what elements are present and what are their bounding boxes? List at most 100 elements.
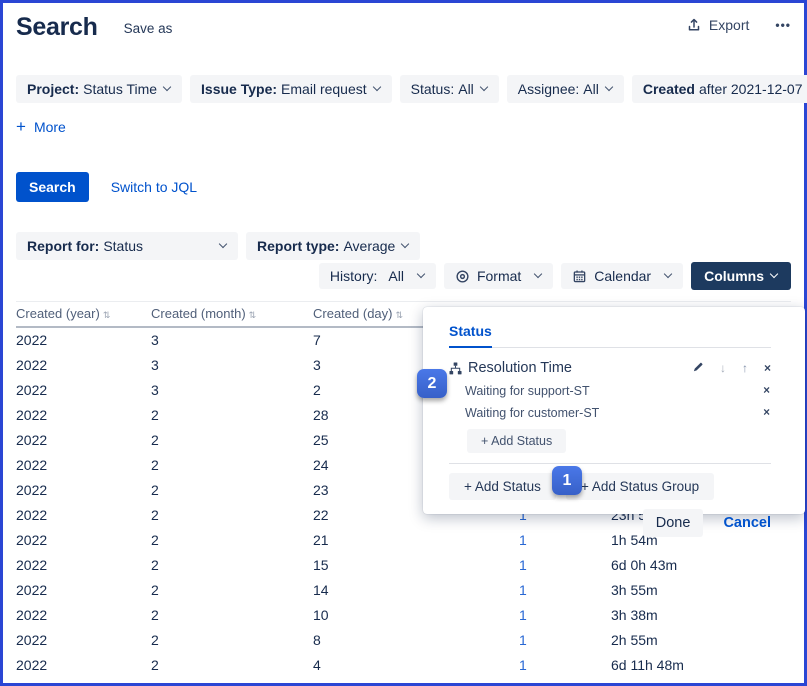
cell-issue-count-link[interactable]: 1 [519,556,527,573]
page-title: Search [16,13,98,41]
remove-status-icon[interactable]: × [763,385,770,397]
filter-status[interactable]: Status: All [399,75,499,103]
table-row: 2022 2 15 1 6d 0h 43m [16,552,791,577]
cell-created-year: 2022 [16,381,48,398]
cell-created-year: 2022 [16,606,48,623]
filter-issue-type[interactable]: Issue Type: Email request [190,75,392,103]
cell-created-month: 2 [151,531,159,548]
report-type-dropdown[interactable]: Report type: Average [246,232,421,260]
move-group-down-icon[interactable]: ↓ [719,361,726,375]
remove-group-icon[interactable]: × [763,361,771,375]
chevron-down-icon [769,269,779,279]
columns-button[interactable]: Columns [691,262,791,290]
filter-assignee[interactable]: Assignee: All [506,75,624,103]
chevron-down-icon [162,82,172,92]
header-actions: Export ••• [686,13,791,33]
cell-created-month: 2 [151,556,159,573]
filter-created[interactable]: Created after 2021-12-07 [631,75,807,103]
chevron-down-icon [416,269,426,279]
export-icon [686,17,702,33]
remove-status-icon[interactable]: × [763,407,770,419]
column-header-created-month[interactable]: Created (month) ⇅ [151,301,313,328]
chevron-down-icon [534,269,543,279]
more-filters-link[interactable]: + More [16,118,66,135]
cell-issue-count-link[interactable]: 1 [519,581,527,598]
table-row: 2022 3 7 [16,327,791,352]
table-row: 2022 2 14 1 3h 55m [16,577,791,602]
filter-assignee-value: All [583,81,599,97]
cell-issue-count-link[interactable]: 1 [519,606,527,623]
calendar-label: Calendar [594,268,652,284]
add-status-group-button[interactable]: + Add Status Group [565,473,715,500]
move-group-up-icon[interactable]: ↑ [741,361,748,375]
chevron-down-icon [663,269,673,279]
cell-created-year: 2022 [16,531,48,548]
group-actions: ↓ ↑ × [692,361,771,375]
table-row: 2022 2 23 [16,477,791,502]
cell-created-year: 2022 [16,481,48,498]
cell-duration: 6d 0h 43m [611,556,678,573]
popup-footer-buttons: + Add Status + Add Status Group [449,473,771,500]
annotation-badge-2: 2 [417,369,447,398]
cell-issue-count-link[interactable]: 1 [519,656,527,673]
table-row: 2022 2 25 [16,427,791,452]
filter-status-label: Status: [410,81,455,97]
report-for-value: Status [103,238,144,254]
calendar-dropdown[interactable]: Calendar [561,263,684,289]
report-for-text: Report for: Status [27,238,143,254]
cell-issue-count-link[interactable]: 1 [519,506,527,523]
done-button[interactable]: Done [642,509,704,537]
format-dropdown[interactable]: Format [443,263,554,289]
table-row: 2022 2 8 1 2h 55m [16,627,791,652]
cell-issue-count-link[interactable]: 1 [519,631,527,648]
cell-created-year: 2022 [16,431,48,448]
group-add-status-button[interactable]: + Add Status [467,429,567,453]
filter-project[interactable]: Project: Status Time [16,75,183,103]
status-item: Waiting for support-ST × [465,384,771,398]
cell-created-month: 2 [151,506,159,523]
edit-group-icon[interactable] [692,361,704,375]
plus-icon: + [16,117,26,136]
filter-issue-type-label: Issue Type: [201,81,278,97]
cell-created-month: 2 [151,631,159,648]
report-for-dropdown[interactable]: Report for: Status [16,232,238,260]
filter-created-value: after 2021-12-07 [698,81,803,97]
page-header: Search Save as Export ••• [16,13,791,42]
popup-divider [449,463,771,464]
sort-icon[interactable]: ⇅ [395,310,404,320]
columns-popup: Status Resolution Time ↓ ↑ × Waiting for… [423,307,805,537]
cell-created-month: 2 [151,581,159,598]
cell-created-day: 22 [313,506,329,523]
report-toolbar: History: All Format [16,262,791,290]
switch-to-jql-link[interactable]: Switch to JQL [110,179,198,195]
more-menu-button[interactable]: ••• [775,18,791,32]
cell-created-month: 2 [151,431,159,448]
column-header-label: Created (year) [16,306,100,321]
tab-status[interactable]: Status [449,323,492,348]
filter-created-label: Created [642,81,695,97]
group-add-status-wrap: + Add Status [467,429,771,453]
cell-created-day: 10 [313,606,329,623]
cell-created-month: 2 [151,656,159,673]
filter-assignee-label: Assignee: [517,81,580,97]
cell-created-month: 2 [151,481,159,498]
report-for-label: Report for: [27,238,100,254]
cell-created-day: 23 [313,481,329,498]
search-button[interactable]: Search [16,172,89,202]
history-dropdown[interactable]: History: All [318,263,436,289]
chevron-down-icon [372,82,381,92]
table-row: 2022 2 24 [16,452,791,477]
export-button[interactable]: Export [686,17,749,33]
column-header-created-year[interactable]: Created (year) ⇅ [16,301,151,328]
add-status-button[interactable]: + Add Status [449,473,556,500]
cancel-link[interactable]: Cancel [723,515,771,531]
sort-icon[interactable]: ⇅ [248,310,257,320]
columns-label: Columns [704,268,764,284]
status-group-icon [449,361,462,375]
sort-icon[interactable]: ⇅ [102,310,111,320]
cell-issue-count-link[interactable]: 1 [519,531,527,548]
save-as-link[interactable]: Save as [123,21,173,36]
cell-created-month: 3 [151,356,159,373]
cell-created-year: 2022 [16,332,48,348]
annotation-badge-1: 1 [552,466,582,495]
